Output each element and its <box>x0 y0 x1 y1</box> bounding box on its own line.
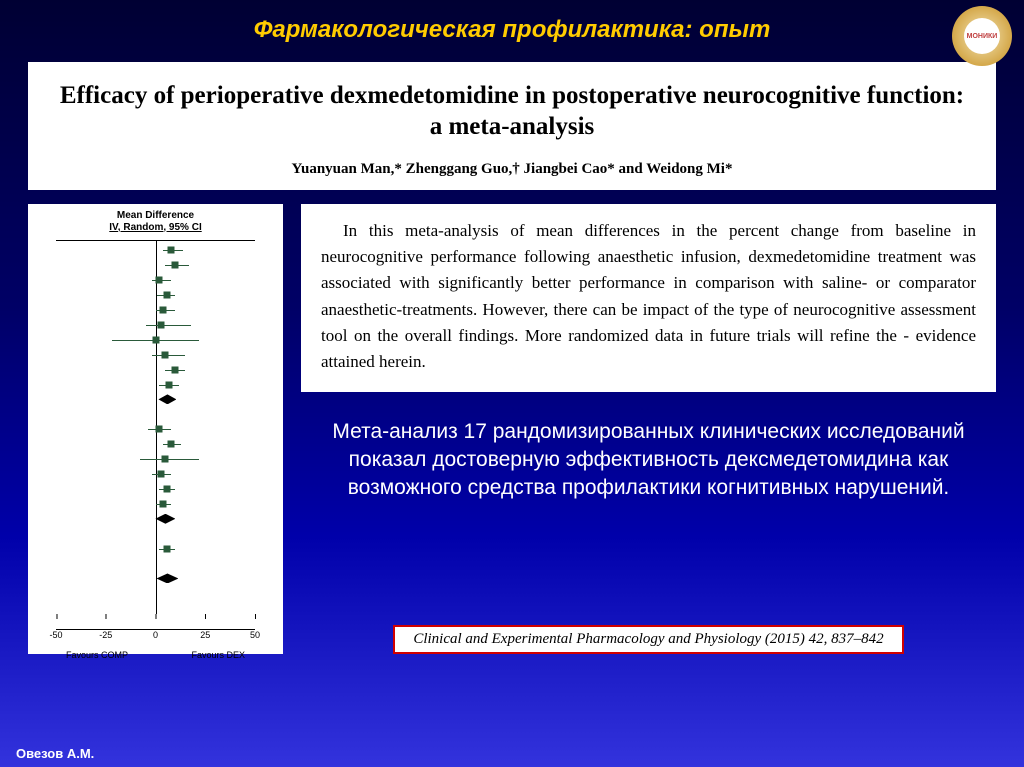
paper-authors: Yuanyuan Man,* Zhenggang Guo,† Jiangbei … <box>58 161 966 178</box>
study-point <box>56 453 255 465</box>
logo-badge: МОНИКИ <box>952 6 1012 66</box>
study-point <box>56 423 255 435</box>
study-point <box>56 349 255 361</box>
russian-summary: Мета-анализ 17 рандомизированных клиниче… <box>311 418 986 503</box>
favours-right: Favours DEX <box>191 650 245 660</box>
study-point <box>56 289 255 301</box>
plot-header-line1: Mean Difference <box>28 210 283 222</box>
study-point <box>56 244 255 256</box>
forest-plot: Mean Difference IV, Random, 95% CI -50 -2… <box>28 204 283 654</box>
study-point <box>56 274 255 286</box>
study-point <box>56 498 255 510</box>
logo-label: МОНИКИ <box>964 18 1000 54</box>
axis-tick: 25 <box>200 630 210 640</box>
plot-area <box>56 240 255 614</box>
axis-tick: -25 <box>99 630 112 640</box>
study-point <box>56 259 255 271</box>
study-point <box>56 319 255 331</box>
paper-header: Efficacy of perioperative dexmedetomidin… <box>28 62 996 190</box>
pooled-diamond <box>56 393 255 405</box>
study-point <box>56 334 255 346</box>
study-point <box>56 468 255 480</box>
axis-tick: 0 <box>153 630 158 640</box>
slide-title: Фармакологическая профилактика: опыт <box>0 0 1024 52</box>
study-point <box>56 379 255 391</box>
study-point <box>56 543 255 555</box>
abstract-text: In this meta-analysis of mean difference… <box>301 204 996 392</box>
study-point <box>56 304 255 316</box>
plot-header-line2: IV, Random, 95% CI <box>28 222 283 234</box>
favours-left: Favours COMP <box>66 650 128 660</box>
favours-labels: Favours COMP Favours DEX <box>56 650 255 660</box>
axis-tick: 50 <box>250 630 260 640</box>
study-point <box>56 364 255 376</box>
citation: Clinical and Experimental Pharmacology a… <box>393 625 903 654</box>
pooled-diamond <box>56 572 255 584</box>
pooled-diamond <box>56 513 255 525</box>
right-column: In this meta-analysis of mean difference… <box>301 204 996 654</box>
study-point <box>56 438 255 450</box>
plot-header: Mean Difference IV, Random, 95% CI <box>28 204 283 234</box>
axis-tick: -50 <box>49 630 62 640</box>
footer-author: Овезов А.М. <box>16 746 94 761</box>
axis-ticks: -50-2502550 <box>56 630 255 646</box>
study-point <box>56 483 255 495</box>
paper-title: Efficacy of perioperative dexmedetomidin… <box>58 80 966 143</box>
